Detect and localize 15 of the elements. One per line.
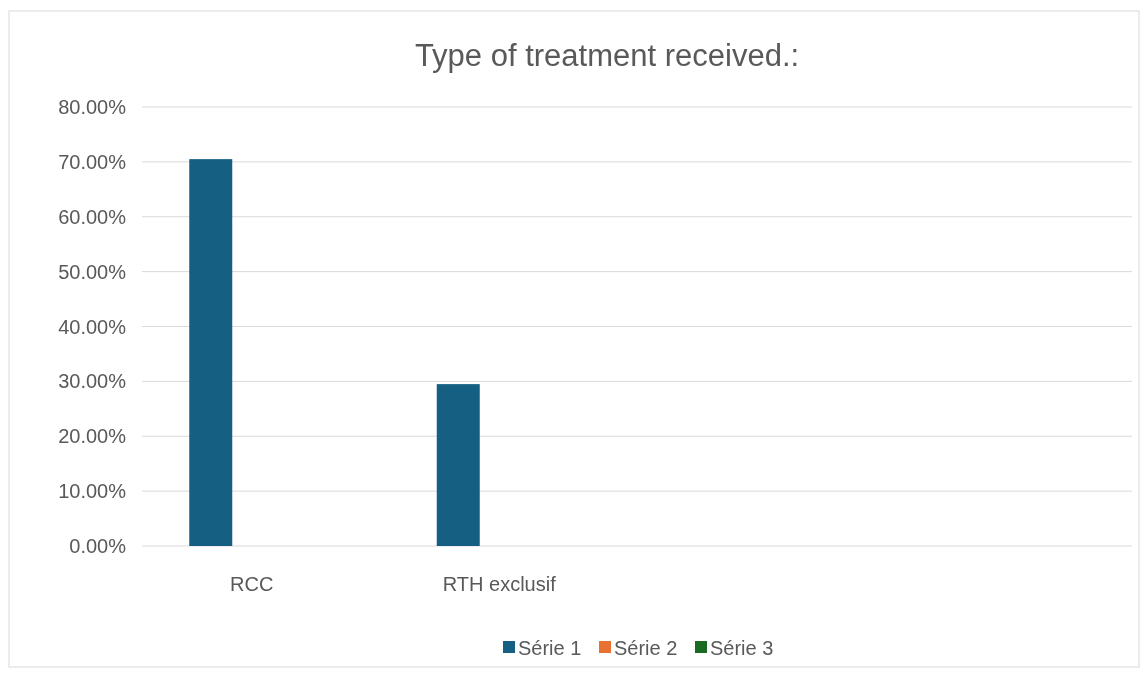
legend-label: Série 3 — [710, 637, 774, 659]
legend-label: Série 2 — [614, 637, 678, 659]
y-tick-label: 0.00% — [69, 535, 127, 557]
y-tick-label: 50.00% — [58, 260, 127, 283]
legend-label: Série 1 — [518, 637, 582, 659]
x-tick-label: RTH exclusif — [442, 573, 557, 595]
chart-title: Type of treatment received.: — [414, 38, 800, 73]
y-tick-label: 10.00% — [58, 480, 127, 503]
y-tick-label: 40.00% — [58, 315, 127, 338]
y-tick-label: 80.00% — [58, 96, 127, 118]
x-tick-label: RCC — [230, 573, 274, 595]
y-tick-label: 70.00% — [58, 150, 127, 173]
y-tick-label: 20.00% — [58, 425, 127, 448]
y-tick-label: 30.00% — [58, 370, 127, 393]
y-tick-label: 60.00% — [58, 205, 127, 228]
